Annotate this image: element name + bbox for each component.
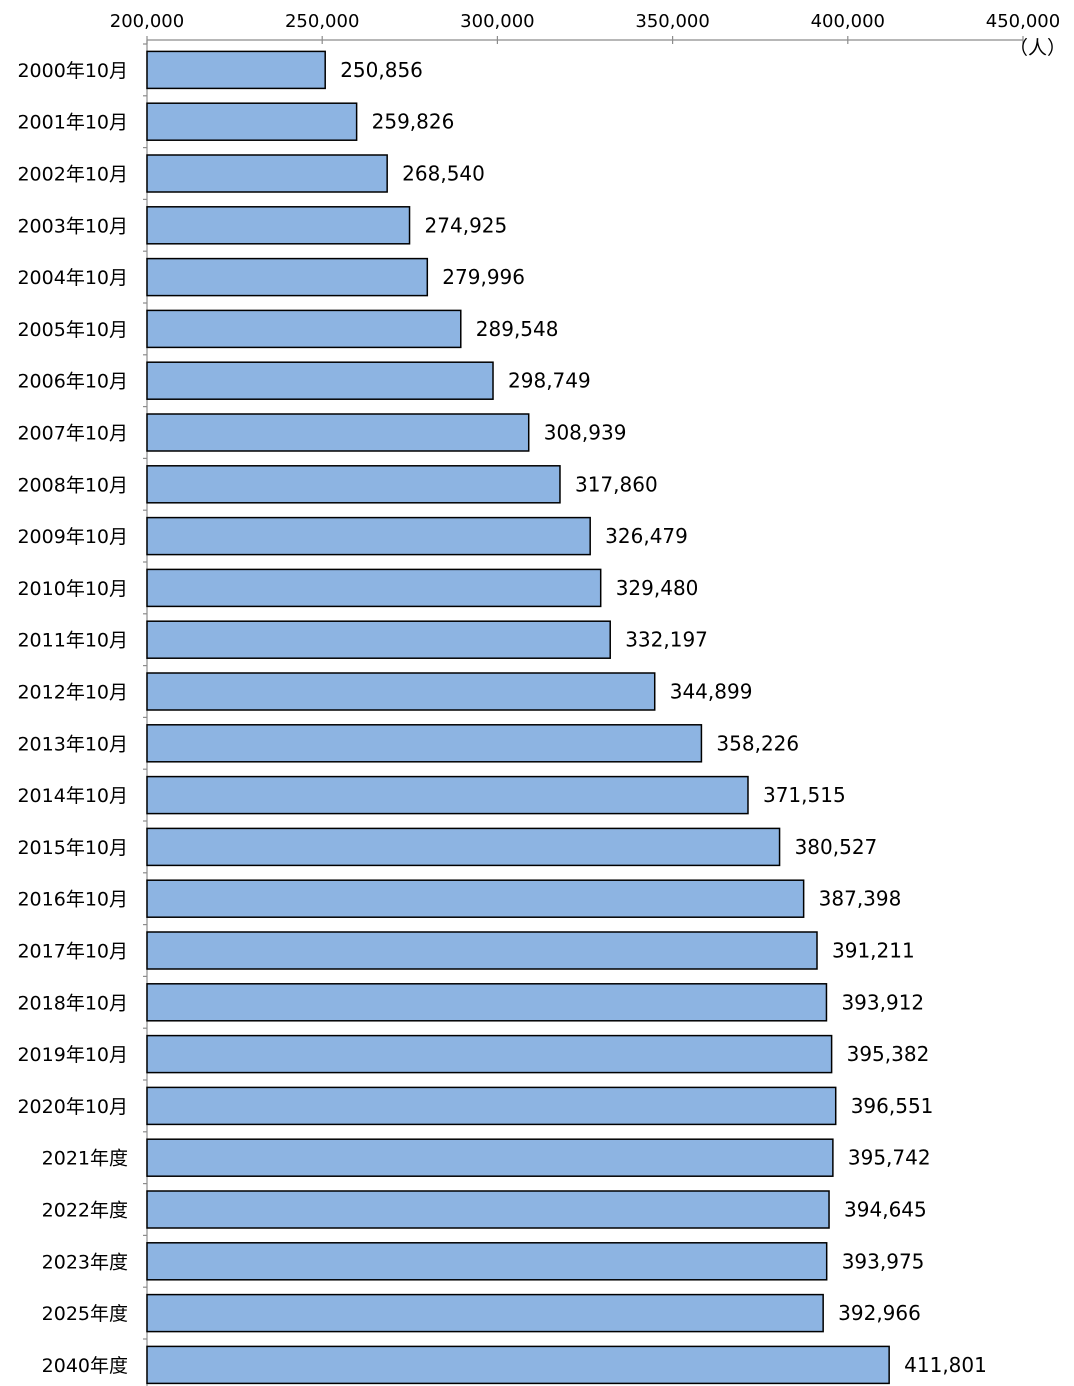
bar [146,1345,890,1385]
y-category-label: 2000年10月 [17,60,128,82]
bar [146,775,749,815]
value-labels: 250,856 259,826 268,540 274,925 279,996 289,5… [340,58,987,1377]
data-label: 289,548 [476,317,559,341]
y-category-label: 2008年10月 [17,474,128,496]
x-axis-unit-label: （人） [1009,37,1066,59]
y-category-label: 2011年10月 [17,630,128,652]
y-category-label: 2004年10月 [17,267,128,289]
bar [146,568,602,608]
bar [146,50,326,90]
y-category-label: 2009年10月 [17,526,128,548]
data-label: 274,925 [425,213,508,237]
y-category-label: 2013年10月 [17,733,128,755]
data-label: 268,540 [402,162,485,186]
data-label: 371,515 [763,783,846,807]
data-label: 308,939 [544,421,627,445]
y-category-label: 2021年度 [42,1148,128,1170]
data-label: 317,860 [575,472,658,496]
bar [146,620,611,659]
data-label: 329,480 [616,576,699,600]
bar [146,413,530,452]
data-label: 395,742 [848,1146,931,1170]
bar [146,1242,828,1281]
x-tick-label: 350,000 [635,11,709,32]
y-category-label: 2019年10月 [17,1044,128,1066]
y-category-label: 2002年10月 [17,164,128,186]
y-category-label: 2020年10月 [17,1096,128,1118]
data-label: 392,966 [838,1301,921,1325]
data-label: 411,801 [904,1353,987,1377]
data-label: 259,826 [372,110,455,134]
y-category-label: 2016年10月 [17,889,128,911]
data-label: 393,975 [842,1249,925,1273]
data-label: 298,749 [508,369,591,393]
y-category-label: 2017年10月 [17,941,128,963]
bar [146,516,591,556]
y-category-label: 2006年10月 [17,371,128,393]
y-category-label: 2014年10月 [17,785,128,807]
bar [146,102,358,141]
y-category-label: 2012年10月 [17,682,128,704]
bar [146,154,388,193]
x-tick-label: 450,000 [986,11,1060,32]
data-label: 358,226 [716,731,799,755]
y-category-label: 2005年10月 [17,319,128,341]
bar [146,465,561,504]
x-tick-label: 300,000 [460,11,534,32]
bar [146,309,462,349]
bar [146,361,494,400]
bars [146,50,890,1385]
data-label: 393,912 [841,990,924,1014]
y-category-label: 2022年度 [42,1200,128,1222]
bar [146,827,781,867]
bar [146,1086,837,1126]
y-category-label: 2025年度 [42,1303,128,1325]
y-category-label: 2001年10月 [17,112,128,134]
data-label: 344,899 [670,680,753,704]
bar [146,1138,834,1177]
y-category-label: 2018年10月 [17,992,128,1014]
bar [146,931,818,970]
data-label: 394,645 [844,1198,927,1222]
data-label: 326,479 [605,524,688,548]
data-label: 250,856 [340,58,423,82]
data-label: 380,527 [795,835,878,859]
data-label: 387,398 [819,887,902,911]
x-tick-label: 400,000 [811,11,885,32]
bar [146,983,828,1022]
bar [146,257,429,297]
bar [146,1190,830,1229]
y-category-label: 2003年10月 [17,215,128,237]
x-tick-label: 200,000 [110,11,184,32]
y-category-label: 2023年度 [42,1251,128,1273]
y-category-label: 2007年10月 [17,423,128,445]
category-labels: 2000年10月 2001年10月 2002年10月 2003年10月 2004年10月… [17,60,128,1377]
bar [146,672,656,711]
bar [146,206,411,245]
data-label: 396,551 [851,1094,934,1118]
bar [146,724,703,763]
y-category-label: 2015年10月 [17,837,128,859]
bar [146,1034,833,1074]
y-category-label: 2010年10月 [17,578,128,600]
x-tick-label: 250,000 [285,11,359,32]
data-label: 279,996 [442,265,525,289]
data-label: 332,197 [625,628,708,652]
data-label: 395,382 [847,1042,930,1066]
x-axis: 200,000 250,000 300,000 350,000 400,000 450,0… [110,11,1060,44]
bar [146,1293,824,1333]
bar [146,879,805,918]
y-category-label: 2040年度 [42,1355,128,1377]
data-label: 391,211 [832,939,915,963]
